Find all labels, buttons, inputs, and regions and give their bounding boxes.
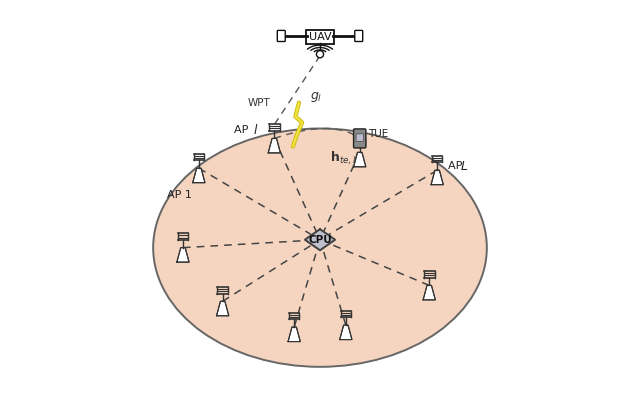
Text: AP: AP: [448, 161, 466, 171]
Text: $g_l$: $g_l$: [310, 90, 323, 104]
Text: UAV: UAV: [308, 32, 332, 42]
FancyBboxPatch shape: [277, 30, 285, 42]
Text: WPT: WPT: [248, 98, 270, 108]
Polygon shape: [268, 138, 280, 153]
Polygon shape: [305, 229, 335, 250]
FancyBboxPatch shape: [353, 129, 366, 148]
Text: $\mathbf{h}_{te,l}$: $\mathbf{h}_{te,l}$: [330, 150, 356, 167]
Text: CPU: CPU: [308, 235, 332, 245]
Polygon shape: [177, 248, 189, 262]
Text: AP: AP: [234, 126, 252, 136]
Polygon shape: [423, 286, 435, 300]
FancyBboxPatch shape: [355, 30, 363, 42]
Text: TUE: TUE: [369, 129, 388, 139]
Text: $l$: $l$: [253, 124, 259, 138]
Ellipse shape: [153, 128, 487, 367]
FancyBboxPatch shape: [356, 134, 364, 141]
Polygon shape: [431, 170, 444, 185]
Circle shape: [316, 51, 324, 58]
Polygon shape: [354, 152, 366, 167]
Polygon shape: [288, 327, 300, 342]
Polygon shape: [340, 325, 352, 340]
Text: AP 1: AP 1: [166, 190, 191, 200]
FancyBboxPatch shape: [306, 30, 334, 44]
Text: $L$: $L$: [460, 160, 468, 173]
Polygon shape: [216, 301, 228, 316]
Polygon shape: [193, 168, 205, 183]
